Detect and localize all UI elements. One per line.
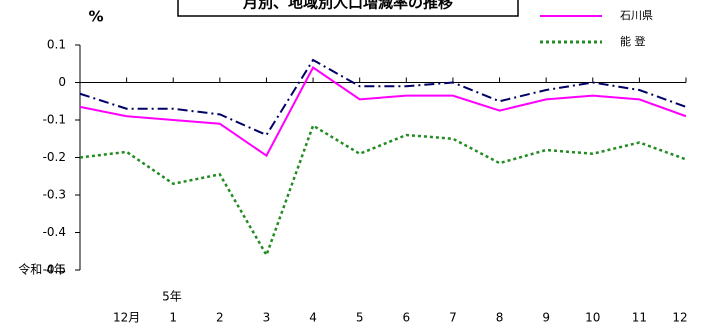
x-tick-label: 8 xyxy=(496,311,504,325)
x-tick-label: 10 xyxy=(585,311,600,325)
series-line xyxy=(79,66,687,158)
year-annotation: 令和 4年 xyxy=(18,262,65,277)
x-tick-label: 3 xyxy=(263,311,271,325)
y-tick-label: -0.1 xyxy=(43,113,66,127)
x-tick-label: 2 xyxy=(216,311,224,325)
x-tick-label: 11 xyxy=(632,311,647,325)
chart-title: 月別、地域別人口増減率の推移 xyxy=(242,0,453,12)
x-tick-label: 9 xyxy=(542,311,550,325)
y-tick-label: 0 xyxy=(58,75,66,89)
series-line xyxy=(79,58,687,137)
x-tick-label: 1 xyxy=(169,311,177,325)
y-tick-label: -0.2 xyxy=(43,150,66,164)
y-axis-label: % xyxy=(88,8,103,26)
x-tick-label: 12月 xyxy=(113,311,140,325)
y-tick-label: -0.3 xyxy=(43,188,66,202)
x-tick-label: 12 xyxy=(672,311,687,325)
y-tick-label: 0.1 xyxy=(47,38,66,52)
x-tick-label: 7 xyxy=(449,311,457,325)
x-tick-label: 4 xyxy=(309,311,317,325)
y-tick-label: -0.4 xyxy=(43,225,66,239)
legend-label: 能 登 xyxy=(620,34,646,48)
x-tick-label: 6 xyxy=(402,311,410,325)
year-annotation: 5年 xyxy=(162,290,182,304)
x-tick-label: 5 xyxy=(356,311,364,325)
title-box xyxy=(177,0,519,17)
y-tick-label: -0.5 xyxy=(43,263,66,277)
series-line xyxy=(79,123,687,258)
legend-label: 石川県 xyxy=(620,9,653,22)
